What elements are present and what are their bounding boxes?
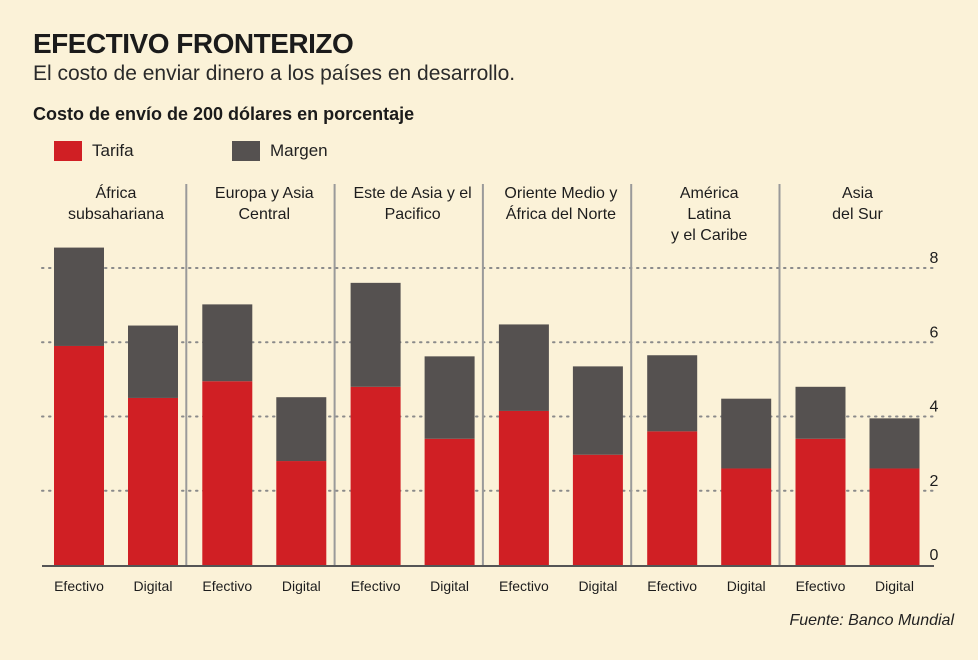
group-label: y el Caribe — [671, 227, 748, 244]
bar-tarifa-digital — [721, 468, 772, 565]
bar-tarifa-efectivo — [202, 381, 253, 565]
bar-tarifa-efectivo — [350, 386, 401, 565]
group-label: África del Norte — [506, 204, 616, 223]
legend-item-margen: Margen — [232, 141, 328, 161]
chart-title: Costo de envío de 200 dólares en porcent… — [33, 104, 415, 124]
bar-tarifa-digital — [572, 454, 623, 565]
group-label: Oriente Medio y — [504, 185, 617, 202]
x-tick-label: Digital — [578, 578, 617, 594]
x-tick-label: Digital — [727, 578, 766, 594]
bar-margen-digital — [276, 397, 327, 462]
group-label: Pacifico — [385, 206, 441, 223]
bar-tarifa-digital — [128, 397, 178, 565]
x-tick-label: Digital — [875, 578, 914, 594]
x-tick-label: Efectivo — [351, 578, 401, 594]
y-tick-label: 6 — [930, 324, 939, 341]
x-tick-label: Digital — [134, 578, 173, 594]
x-tick-label: Efectivo — [202, 578, 252, 594]
x-tick-label: Digital — [282, 578, 321, 594]
bar-tarifa-efectivo — [498, 410, 549, 565]
bar-margen-digital — [572, 366, 623, 455]
bar-margen-digital — [128, 325, 178, 398]
y-tick-label: 0 — [930, 547, 939, 564]
group-label: Europa y Asia — [215, 185, 314, 202]
bar-margen-efectivo — [202, 304, 253, 382]
group-label: Central — [239, 206, 291, 223]
legend-swatch-margen — [232, 141, 260, 161]
bar-margen-digital — [721, 398, 772, 469]
legend-item-tarifa: Tarifa — [54, 141, 134, 161]
source-note: Fuente: Banco Mundial — [789, 612, 954, 629]
bar-tarifa-efectivo — [647, 431, 698, 565]
bar-margen-efectivo — [54, 247, 104, 346]
bar-margen-efectivo — [350, 282, 401, 387]
x-tick-label: Efectivo — [54, 578, 104, 594]
bar-margen-digital — [424, 356, 475, 439]
group-label: África — [96, 183, 137, 202]
group-label: América — [680, 185, 739, 202]
y-tick-label: 4 — [930, 399, 939, 416]
group-label: Asia — [842, 185, 873, 202]
bar-margen-efectivo — [647, 355, 698, 432]
group-label: del Sur — [832, 206, 883, 223]
legend-swatch-tarifa — [54, 141, 82, 161]
page-subtitle: El costo de enviar dinero a los países e… — [33, 62, 516, 85]
bar-tarifa-efectivo — [795, 438, 846, 565]
group-label: Este de Asia y el — [353, 185, 471, 202]
x-tick-label: Digital — [430, 578, 469, 594]
group-label: Latina — [687, 206, 731, 223]
y-tick-label: 2 — [930, 473, 939, 490]
page-title: EFECTIVO FRONTERIZO — [33, 28, 354, 59]
x-tick-label: Efectivo — [796, 578, 846, 594]
bar-margen-digital — [869, 418, 920, 469]
x-tick-label: Efectivo — [647, 578, 697, 594]
bar-margen-efectivo — [498, 324, 549, 411]
bar-tarifa-efectivo — [54, 345, 104, 565]
bar-tarifa-digital — [276, 461, 327, 565]
legend-label-margen: Margen — [270, 141, 328, 160]
legend-label-tarifa: Tarifa — [92, 141, 134, 160]
bar-tarifa-digital — [869, 468, 920, 565]
bar-margen-efectivo — [795, 386, 846, 439]
y-tick-label: 8 — [930, 250, 939, 267]
bar-tarifa-digital — [424, 438, 475, 565]
group-label: subsahariana — [68, 206, 164, 223]
x-tick-label: Efectivo — [499, 578, 549, 594]
